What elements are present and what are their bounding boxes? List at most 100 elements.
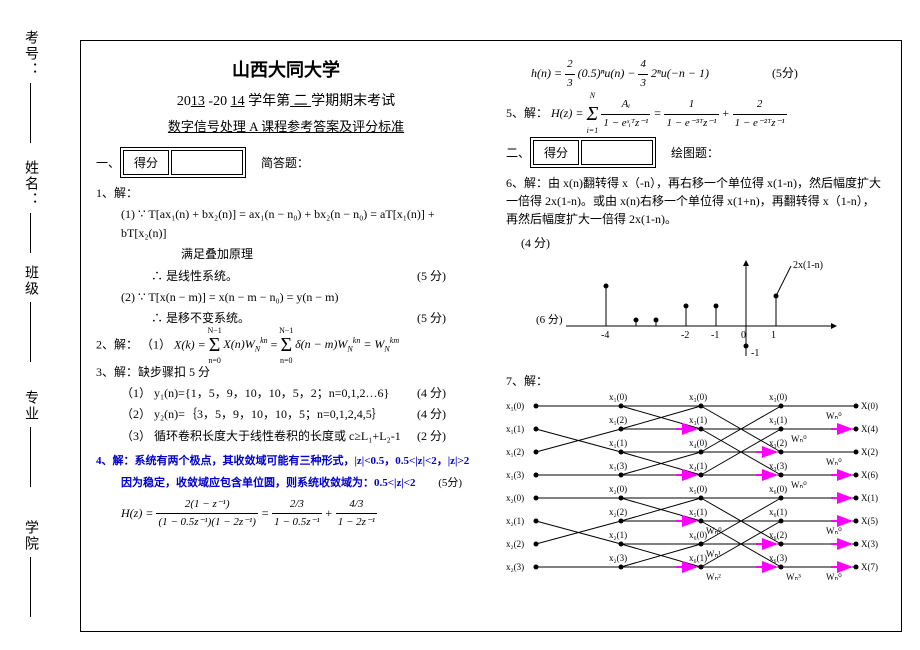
svg-text:X(2): X(2) — [861, 447, 878, 457]
q1-p1a: (1) ∵ T[ax₁(n) + bx₂(n)] = ax₁(n − n₀) +… — [121, 205, 476, 243]
q4-plus: + — [325, 506, 336, 520]
class-label: 班级 — [20, 265, 40, 297]
svg-text:Wₙ²: Wₙ² — [706, 572, 721, 582]
f2d: 1 − 0.5z⁻¹ — [272, 514, 322, 532]
sum-icon: ΣNi=1 — [586, 98, 598, 130]
svg-text:x₆(2): x₆(2) — [769, 530, 787, 540]
f3n: 4/3 — [336, 496, 377, 515]
sum-top: N−1 — [207, 326, 221, 335]
svg-text:x₁(0): x₁(0) — [609, 392, 627, 402]
university-title: 山西大同大学 — [96, 56, 476, 82]
right-column: h(n) = 23 (0.5)ⁿu(n) − 43 2ⁿu(−n − 1) (5… — [491, 41, 901, 631]
q4-eq: = — [261, 506, 272, 520]
sum-icon: ΣN−1n=0 — [209, 334, 221, 357]
frac2: 2/31 − 0.5z⁻¹ — [272, 496, 322, 532]
course-suffix: 课程参考答案及评分标准 — [258, 119, 404, 134]
svg-text:x₃(1): x₃(1) — [689, 415, 707, 425]
q1-p1b: 满足叠加原理 — [181, 245, 476, 264]
butterfly-diagram: x₁(0)x₁(1)x₁(2)x₁(3)x₂(0)x₂(1)x₂(2)x₂(3)… — [506, 391, 886, 591]
svg-text:x₂(3): x₂(3) — [506, 562, 524, 572]
svg-text:x₃(1): x₃(1) — [769, 415, 787, 425]
q5-hz: H(z) = — [551, 106, 586, 120]
q1-p2b-score: (5 分) — [417, 309, 446, 328]
svg-text:x₂(2): x₂(2) — [609, 507, 627, 517]
name-label: 姓名： — [20, 160, 40, 208]
svg-text:x₂(2): x₂(2) — [506, 539, 524, 549]
left-column: 山西大同大学 2013 -20 14 学年第 二 学期期末考试 数字信号处理 A… — [81, 41, 491, 631]
svg-text:x₃(0): x₃(0) — [689, 392, 707, 402]
butterfly-svg: x₁(0)x₁(1)x₁(2)x₁(3)x₂(0)x₂(1)x₂(2)x₂(3)… — [506, 391, 886, 591]
q5f3n: 2 — [733, 96, 787, 115]
q2-lhs: X(k) = — [174, 337, 206, 351]
svg-text:Wₙ⁰: Wₙ⁰ — [826, 526, 842, 536]
section-2-header: 二、 得分 绘图题： — [506, 137, 886, 168]
binding-margin: 考号： 姓名： 班级 专业 学院 — [20, 30, 70, 630]
svg-text:x₄(0): x₄(0) — [689, 438, 707, 448]
q5f3d: 1 − e⁻²ᵀz⁻¹ — [733, 115, 787, 133]
major-label: 专业 — [20, 390, 40, 422]
hn-f2: 43 — [638, 56, 648, 92]
hn-score: (5分) — [772, 66, 798, 80]
q3-l1r: （1） y₁(n)={1，5，9，10，10，5，2；n=0,1,2…6}(4 … — [121, 384, 476, 403]
year2: 14 — [231, 94, 245, 109]
svg-text:x₁(2): x₁(2) — [609, 415, 627, 425]
svg-text:x₆(0): x₆(0) — [689, 530, 707, 540]
svg-text:x₆(1): x₆(1) — [769, 507, 787, 517]
q1-p1c-score: (5 分) — [417, 267, 446, 286]
plot-score: (6 分) — [536, 311, 563, 327]
hf1d: 3 — [565, 75, 575, 93]
q2-f1: X(n)WNkn — [223, 337, 267, 351]
svg-text:0: 0 — [741, 330, 746, 341]
divider — [30, 83, 31, 143]
q4-hz: H(z) = — [121, 506, 153, 520]
q2-label: 2、解： — [96, 337, 138, 351]
svg-text:x₃(3): x₃(3) — [769, 461, 787, 471]
q5f1n: Aᵢ — [601, 96, 650, 115]
hf2b: 2ⁿu(−n − 1) — [651, 66, 709, 80]
f1: X(n)W — [223, 337, 254, 351]
f1sup: kn — [260, 336, 268, 345]
college-label: 学院 — [20, 520, 40, 552]
svg-text:x₂(1): x₂(1) — [609, 530, 627, 540]
q4-l2s: (5分) — [438, 477, 462, 489]
course-line: 数字信号处理 A 课程参考答案及评分标准 — [96, 116, 476, 135]
q1-p2b: ∴ 是移不变系统。 — [151, 311, 250, 325]
hf2d: 3 — [638, 75, 648, 93]
divider — [30, 213, 31, 253]
svg-text:x₁(1): x₁(1) — [506, 424, 524, 434]
svg-text:x₂(0): x₂(0) — [506, 493, 524, 503]
f3d: 1 − 2z⁻¹ — [336, 514, 377, 532]
q6-score: (4 分) — [521, 234, 886, 251]
svg-text:Wₙ¹: Wₙ¹ — [706, 549, 721, 559]
q5-f2: 11 − e⁻³ᵀz⁻¹ — [664, 96, 718, 132]
f4: = W — [363, 337, 384, 351]
stem-plot-svg: -4-2-101 2x(1-n) -1 — [546, 256, 846, 366]
q3-l2: （2） y₂(n)=｛3，5，9，10，10，5；n=0,1,2,4,5｝ — [121, 407, 384, 421]
q1-p2a: (2) ∵ T[x(n − m)] = x(n − m − n₀) = y(n … — [121, 288, 476, 307]
stem-plot: -4-2-101 2x(1-n) -1 (6 分) — [546, 256, 846, 366]
q5-label: 5、解： — [506, 106, 548, 120]
section2-num: 二、 — [506, 144, 530, 161]
q3-l2r: （2） y₂(n)=｛3，5，9，10，10，5；n=0,1,2,4,5｝(4 … — [121, 405, 476, 424]
q5f2n: 1 — [664, 96, 718, 115]
q5-f1: Aᵢ1 − eˢᵢᵀz⁻¹ — [601, 96, 650, 132]
term-line: 2013 -20 14 学年第 二 学期期末考试 — [96, 90, 476, 110]
svg-text:Wₙ⁰: Wₙ⁰ — [706, 526, 722, 536]
sum-top2: N−1 — [279, 326, 293, 335]
svg-text:1: 1 — [771, 330, 776, 341]
q4-l2-row: 因为稳定，收敛域应包含单位圆，则系统收敛域为：0.5<|z|<2 (5分) — [121, 474, 476, 490]
svg-text:2x(1-n): 2x(1-n) — [793, 260, 823, 271]
svg-text:x₂(3): x₂(3) — [609, 553, 627, 563]
svg-text:Wₙ⁰: Wₙ⁰ — [826, 411, 842, 421]
score-box: 得分 — [530, 137, 656, 168]
svg-text:-1: -1 — [711, 330, 719, 341]
svg-text:X(0): X(0) — [861, 401, 878, 411]
svg-text:-2: -2 — [681, 330, 689, 341]
q5st: N — [590, 90, 595, 103]
q2-eq: = — [271, 337, 281, 351]
hn-formula: h(n) = 23 (0.5)ⁿu(n) − 43 2ⁿu(−n − 1) (5… — [531, 56, 886, 92]
score2-label: 得分 — [533, 140, 579, 165]
f3sub: N — [347, 345, 352, 354]
hf1b: (0.5)ⁿu(n) − — [578, 66, 639, 80]
f1sub: N — [255, 345, 260, 354]
